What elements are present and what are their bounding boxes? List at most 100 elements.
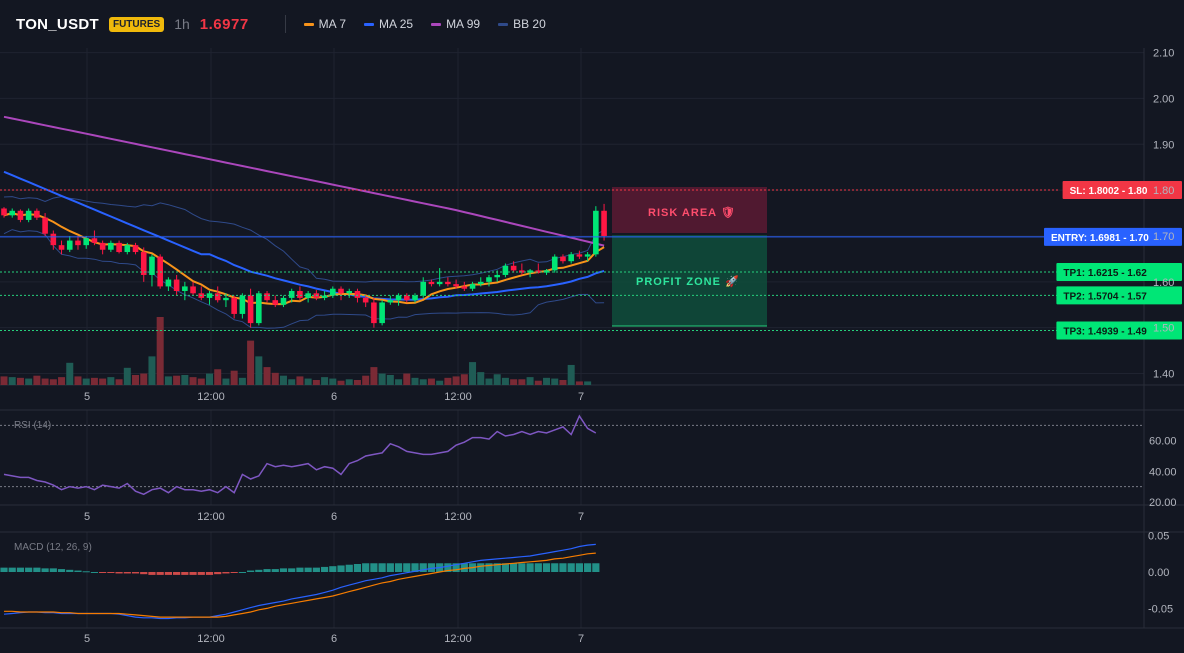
candle-body <box>576 254 583 257</box>
price-levels: SL: 1.8002 - 1.80 ENTRY: 1.6981 - 1.70 TP1… <box>0 181 1182 340</box>
candle-body <box>247 295 254 324</box>
volume-bar <box>181 374 189 385</box>
candle-body <box>140 252 147 275</box>
candle-body <box>223 297 229 301</box>
time-tick-label: 12:00 <box>197 391 225 403</box>
time-tick-label: 5 <box>84 391 90 403</box>
candle-body <box>239 295 246 314</box>
candle-body <box>428 281 435 285</box>
macd-hist-bar <box>214 572 222 575</box>
candle-body <box>436 281 443 285</box>
candle-body <box>190 286 196 294</box>
level-tag-tp <box>1056 286 1182 305</box>
rsi-plot: 60.00 40.00 20.00 <box>0 414 1177 509</box>
volume-bar <box>378 373 386 385</box>
risk-area-label: RISK AREA 🛡 <box>648 206 736 219</box>
candle-body <box>453 284 459 287</box>
time-tick-label: 7 <box>578 633 584 645</box>
ma25-swatch-icon <box>364 22 375 26</box>
macd-hist-bar <box>493 563 501 572</box>
volume-bar <box>518 379 526 385</box>
legend-ma25[interactable]: MA 25 <box>364 17 413 31</box>
time-tick-label: 7 <box>578 391 584 403</box>
macd-hist-bar <box>16 567 25 572</box>
macd-hist-bar <box>501 563 510 572</box>
time-tick-label: 7 <box>578 511 584 523</box>
risk-area-zone <box>612 187 767 233</box>
level-tag-label: ENTRY: 1.6981 - 1.70 <box>1051 233 1149 244</box>
macd-hist-bar <box>41 568 49 572</box>
volume-bar <box>33 375 41 385</box>
macd-hist-bar <box>485 563 493 572</box>
candle-body <box>601 210 607 236</box>
macd-hist-bar <box>66 569 74 572</box>
volume-bar <box>329 378 337 385</box>
candle-body <box>17 210 24 220</box>
interval-selector[interactable]: 1h <box>174 16 190 32</box>
time-tick-label: 12:00 <box>197 633 225 645</box>
macd-hist-bar <box>312 567 320 572</box>
volume-bar <box>197 378 205 385</box>
level-tag-entry <box>1044 227 1182 246</box>
volume-bar <box>534 380 542 385</box>
symbol-name[interactable]: TON_USDT <box>16 15 99 33</box>
macd-hist-bar <box>156 572 164 575</box>
candle-body <box>321 295 328 298</box>
axes: 2.10 2.00 1.90 1.80 1.70 1.60 1.50 1.40 5 12:00 6 1… <box>84 48 1174 645</box>
volume-bar <box>395 379 403 385</box>
volume-bar <box>107 377 115 385</box>
macd-hist-bar <box>181 572 189 575</box>
volume-bar <box>288 379 296 385</box>
volume-bar <box>49 379 57 385</box>
legend-ma7-label: MA 7 <box>318 17 347 31</box>
volume-bar <box>419 379 427 385</box>
macd-line <box>3 543 596 620</box>
rsi-tick-label: 40.00 <box>1149 466 1177 478</box>
macd-hist-bar <box>0 567 8 572</box>
macd-hist-bar <box>419 563 427 572</box>
macd-hist-bar <box>559 563 567 572</box>
volume-bar <box>370 367 378 385</box>
macd-hist-bar <box>99 572 107 573</box>
chart-header: TON_USDT FUTURES 1h 1.6977 MA 7 MA 25 MA… <box>0 0 1184 48</box>
macd-hist-bar <box>279 568 288 572</box>
macd-hist-bar <box>288 568 296 572</box>
volume-bar <box>66 362 74 385</box>
legend-ma7[interactable]: MA 7 <box>303 17 347 31</box>
macd-hist-bar <box>90 572 99 573</box>
volume-bar <box>469 362 477 385</box>
price-tick-label: 2.10 <box>1153 48 1174 60</box>
level-tag-sl <box>1062 181 1182 200</box>
candle-body <box>75 240 81 246</box>
legend-ma99[interactable]: MA 99 <box>431 17 480 31</box>
volume-bar <box>238 377 246 385</box>
volume-bar <box>123 367 131 385</box>
candle-body <box>543 270 550 273</box>
price-tick-label: 1.50 <box>1153 323 1174 335</box>
macd-hist-bar <box>452 563 460 572</box>
macd-hist-bar <box>444 563 452 572</box>
candle-body <box>34 210 40 218</box>
volume-bar <box>115 379 123 385</box>
time-tick-label: 12:00 <box>444 633 472 645</box>
legend-bb20-label: BB 20 <box>513 17 546 31</box>
legend-bb20[interactable]: BB 20 <box>498 17 546 31</box>
candle-body <box>403 295 410 301</box>
time-tick-label: 6 <box>331 391 337 403</box>
volume-bar <box>16 377 24 385</box>
volume-bar <box>230 370 238 385</box>
candle-body <box>469 284 476 289</box>
candle-body <box>116 242 122 253</box>
candle-body <box>1 208 7 216</box>
price-tick-label: 2.00 <box>1153 93 1174 105</box>
level-tag-label: TP2: 1.5704 - 1.57 <box>1063 291 1147 302</box>
volume-bar <box>567 364 575 385</box>
volume-bar <box>485 378 493 385</box>
macd-hist-bar <box>33 567 41 572</box>
volume-bar <box>206 373 213 385</box>
volume-bar <box>559 379 567 385</box>
volume-bar <box>90 377 98 385</box>
candle-body <box>124 245 131 253</box>
candle-body <box>461 286 468 289</box>
